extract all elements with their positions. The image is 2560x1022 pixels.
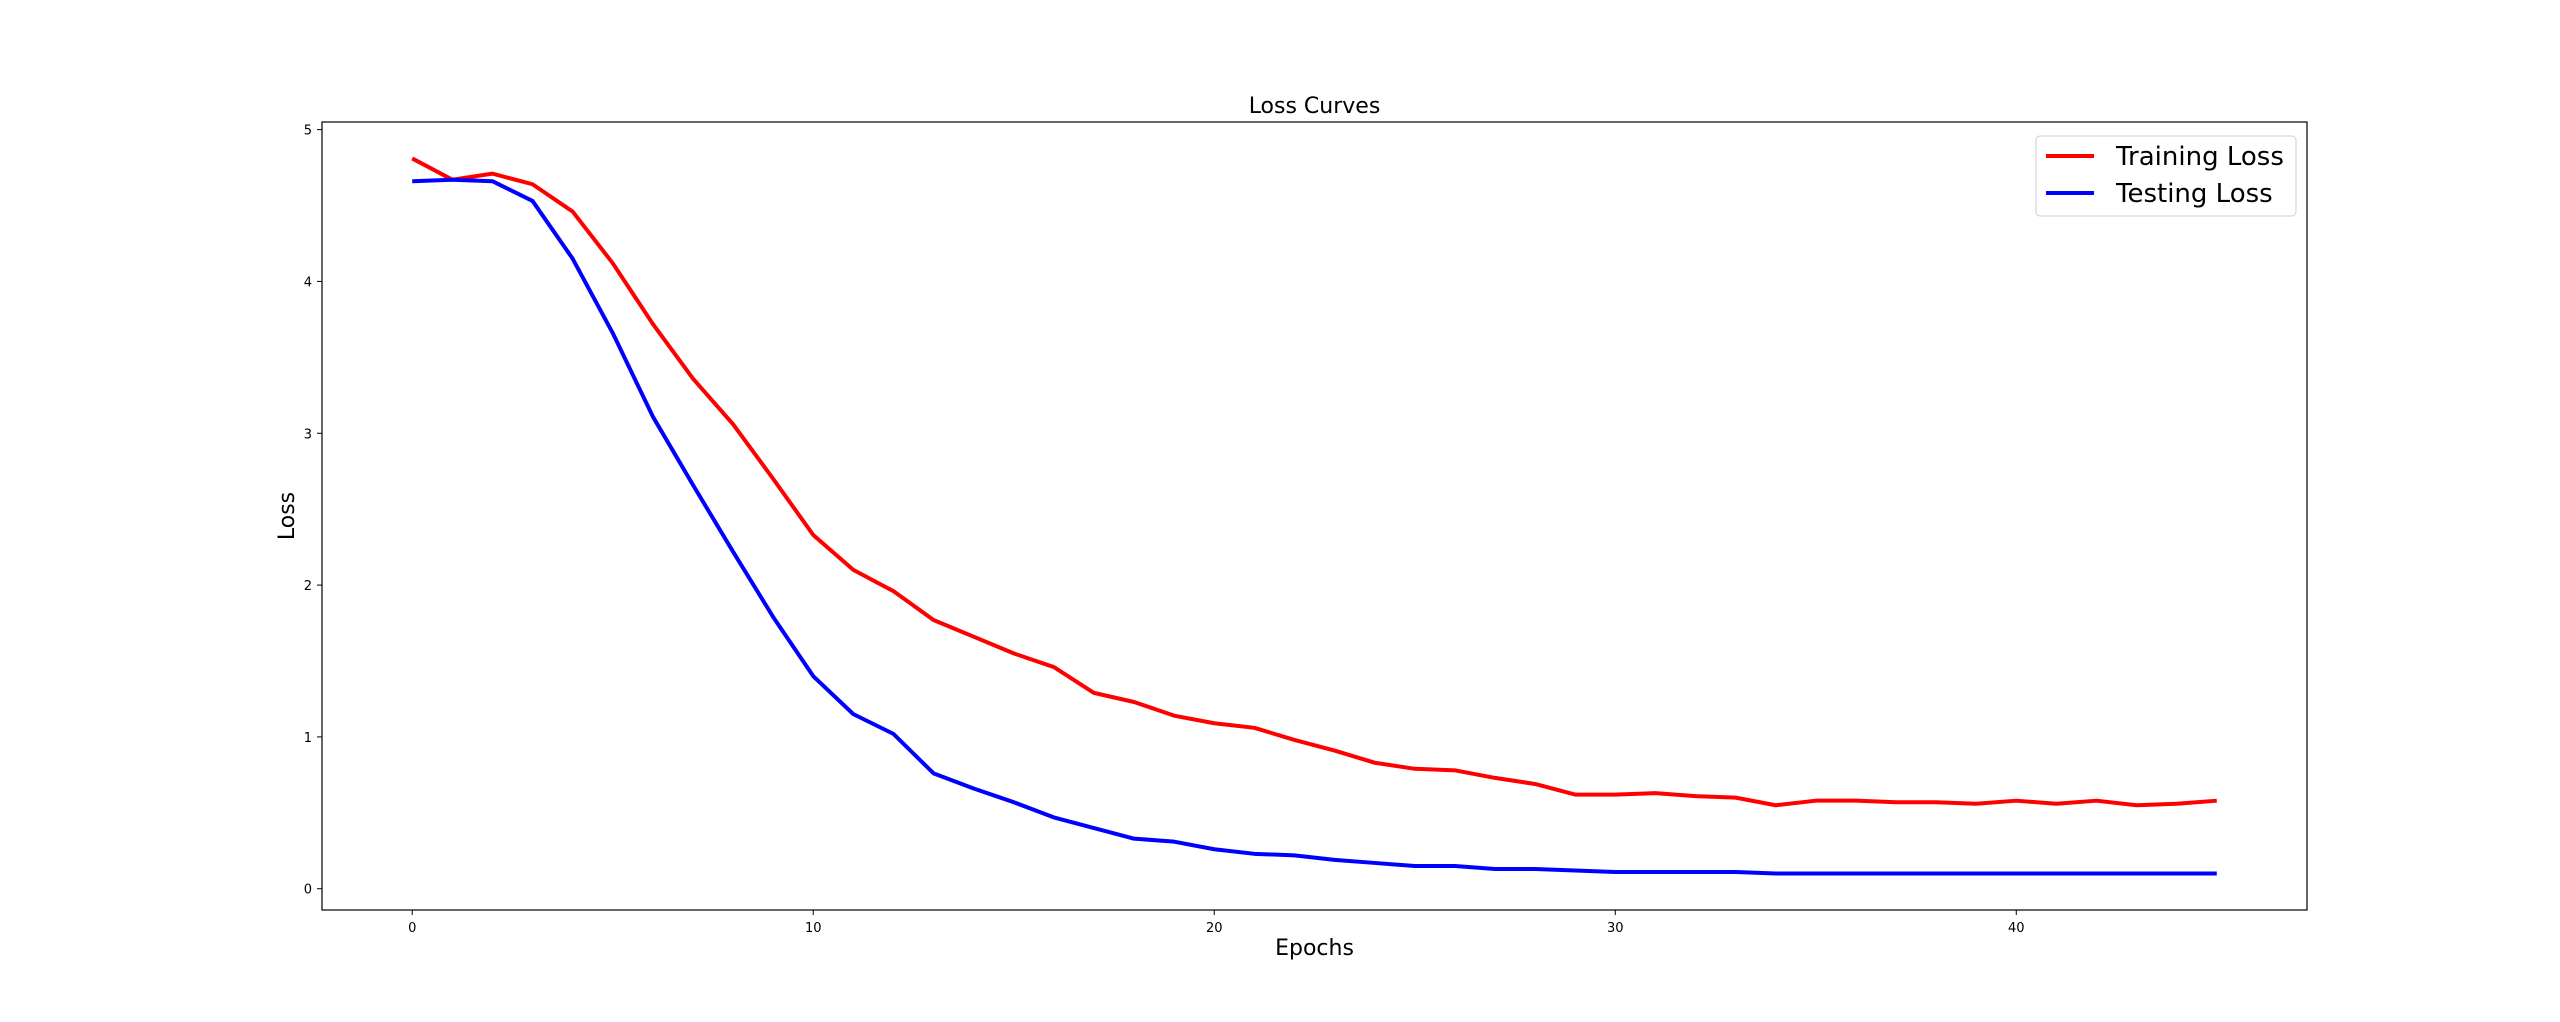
- x-axis-label: Epochs: [1275, 936, 1354, 961]
- series-lines: [411, 156, 2217, 876]
- training-loss-line: [411, 156, 2217, 808]
- y-tick-label: 2: [304, 579, 312, 594]
- legend: Training Loss Testing Loss: [2035, 135, 2297, 217]
- x-axis-ticks: 0 10 20 30 40: [408, 910, 2025, 936]
- y-axis-ticks: 0 1 2 3 4 5: [304, 124, 322, 898]
- y-tick-label: 5: [304, 124, 312, 139]
- x-tick-label: 0: [408, 921, 416, 936]
- y-tick-label: 3: [304, 427, 312, 442]
- x-tick-label: 30: [1607, 921, 1624, 936]
- y-tick-label: 4: [304, 275, 312, 290]
- y-tick-label: 1: [304, 731, 312, 746]
- chart-title: Loss Curves: [1249, 94, 1381, 119]
- legend-label-training-loss: Training Loss: [2115, 142, 2284, 172]
- x-tick-label: 20: [1206, 921, 1223, 936]
- y-tick-label: 0: [304, 883, 312, 898]
- legend-label-testing-loss: Testing Loss: [2115, 179, 2273, 209]
- legend-box: [2035, 135, 2297, 217]
- y-axis-label: Loss: [275, 492, 300, 540]
- testing-loss-line: [412, 177, 2217, 876]
- x-tick-label: 40: [2008, 921, 2025, 936]
- x-tick-label: 10: [805, 921, 822, 936]
- plot-area-frame: [321, 121, 2308, 911]
